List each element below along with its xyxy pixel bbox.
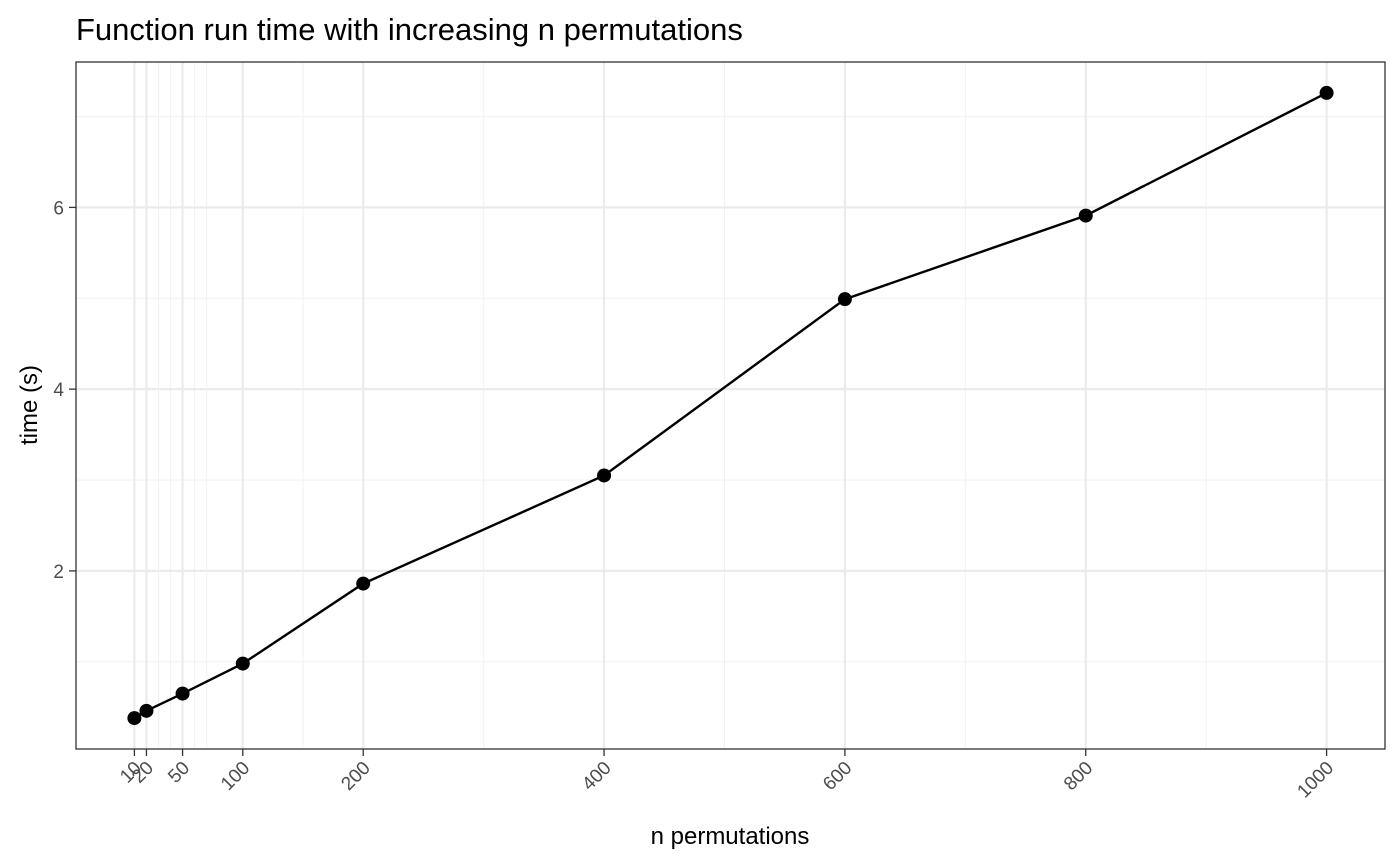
- x-tick-label: 100: [217, 758, 254, 795]
- data-point: [235, 656, 250, 671]
- data-point: [837, 292, 852, 307]
- x-tick-label: 400: [578, 758, 615, 795]
- y-axis-title: time (s): [16, 365, 43, 445]
- data-point: [597, 468, 612, 483]
- y-tick-label: 2: [53, 562, 64, 583]
- data-point: [139, 703, 154, 718]
- x-tick-label: 200: [337, 758, 374, 795]
- y-tick-label: 6: [53, 198, 64, 219]
- data-point: [1319, 85, 1334, 100]
- plot-panel-border: [75, 61, 1386, 750]
- chart-title: Function run time with increasing n perm…: [76, 12, 743, 47]
- series-line: [133, 91, 1328, 720]
- minor-gridlines: [76, 62, 1385, 749]
- x-tick-label: 50: [164, 758, 194, 788]
- major-gridlines: [76, 62, 1385, 749]
- data-point: [1078, 208, 1093, 223]
- x-tick-label: 1000: [1293, 758, 1338, 803]
- series-time: [127, 85, 1334, 726]
- data-point: [356, 576, 371, 591]
- x-tick-label: 800: [1060, 758, 1097, 795]
- data-point: [127, 711, 142, 726]
- x-axis-title: n permutations: [651, 823, 810, 850]
- y-axis: 2 4 6: [53, 198, 76, 583]
- data-point: [175, 686, 190, 701]
- x-tick-label: 600: [819, 758, 856, 795]
- y-tick-label: 4: [53, 380, 64, 401]
